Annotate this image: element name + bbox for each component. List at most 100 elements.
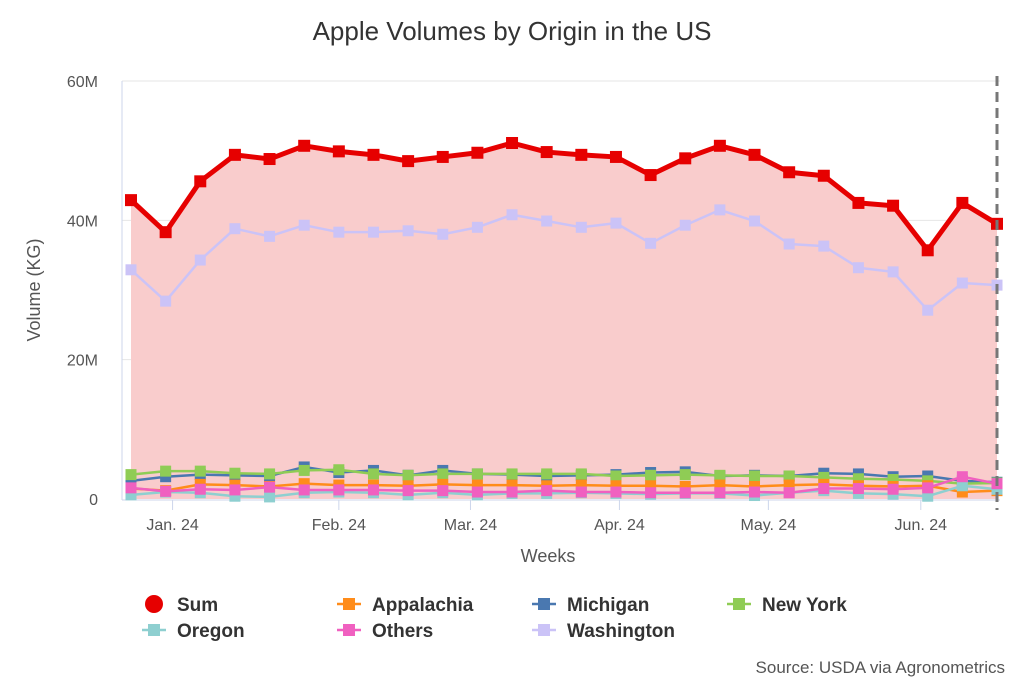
data-point (229, 490, 241, 502)
data-point (125, 194, 137, 207)
data-point (437, 468, 449, 480)
data-point (298, 219, 310, 231)
data-point (298, 139, 311, 152)
data-point (367, 226, 379, 238)
data-point (333, 484, 345, 496)
sum-area (131, 143, 997, 499)
data-point (367, 148, 380, 161)
data-point (783, 238, 795, 250)
chart-title: Apple Volumes by Origin in the US (313, 16, 712, 46)
data-point (714, 204, 726, 216)
series-line (130, 484, 998, 499)
data-point (228, 148, 241, 161)
series-line (130, 468, 998, 485)
data-point (506, 468, 518, 480)
data-point (436, 150, 449, 163)
data-point (679, 219, 691, 231)
data-point (575, 221, 587, 233)
legend-item-new-york[interactable]: New York (727, 595, 847, 616)
data-point (125, 489, 137, 501)
data-point (956, 471, 968, 483)
data-point (817, 169, 830, 182)
data-point (471, 468, 483, 480)
legend-label: Appalachia (372, 595, 474, 616)
x-tick-label: May. 24 (741, 517, 797, 534)
x-tick-label: Feb. 24 (312, 517, 366, 534)
data-point (229, 484, 241, 496)
data-point (264, 468, 276, 480)
data-point (679, 480, 691, 492)
legend-item-others[interactable]: Others (337, 621, 433, 642)
data-point (852, 473, 864, 485)
data-point (264, 481, 276, 493)
data-point (714, 487, 726, 499)
data-point (575, 486, 587, 498)
legend-marker-icon (145, 595, 163, 613)
data-point (298, 464, 310, 476)
data-point (506, 479, 518, 491)
data-point (298, 478, 310, 490)
data-point (125, 482, 137, 494)
source-note: Source: USDA via Agronometrics (756, 658, 1005, 677)
data-point (541, 485, 553, 497)
x-axis-label: Weeks (521, 546, 576, 566)
data-point (194, 483, 206, 495)
data-point (645, 237, 657, 249)
data-point (437, 228, 449, 240)
x-tick-label: Apr. 24 (594, 517, 645, 534)
data-point (264, 230, 276, 242)
y-tick-label: 20M (67, 353, 98, 370)
data-point (679, 152, 692, 165)
data-point (852, 196, 865, 209)
data-point (887, 266, 899, 278)
data-point (194, 465, 206, 477)
data-point (783, 479, 795, 491)
legend-item-sum[interactable]: Sum (145, 595, 218, 616)
data-point (714, 479, 726, 491)
data-point (610, 486, 622, 498)
data-point (783, 470, 795, 482)
data-point (333, 226, 345, 238)
data-point (749, 480, 761, 492)
data-point (609, 150, 622, 163)
series-others (125, 471, 1003, 499)
legend-item-michigan[interactable]: Michigan (532, 595, 649, 616)
data-point (506, 486, 518, 498)
series-washington (125, 204, 1003, 316)
legend-marker-icon (733, 598, 745, 610)
data-point (645, 469, 657, 481)
legend-item-oregon[interactable]: Oregon (142, 621, 245, 642)
data-point (471, 146, 484, 159)
data-point (125, 264, 137, 276)
data-point (402, 469, 414, 481)
data-point (160, 485, 172, 497)
data-point (367, 468, 379, 480)
data-point (852, 262, 864, 274)
legend-item-appalachia[interactable]: Appalachia (337, 595, 474, 616)
data-point (575, 468, 587, 480)
data-point (956, 486, 968, 498)
data-point (852, 483, 864, 495)
x-tick-label: Jan. 24 (146, 517, 199, 534)
data-point (125, 469, 137, 481)
legend-item-washington[interactable]: Washington (532, 621, 675, 642)
data-point (818, 240, 830, 252)
data-point (887, 483, 899, 495)
legend-label: Sum (177, 595, 218, 616)
x-tick-label: Jun. 24 (895, 517, 948, 534)
data-point (229, 467, 241, 479)
data-point (402, 155, 415, 168)
data-point (332, 145, 345, 158)
data-point (229, 223, 241, 235)
data-point (783, 487, 795, 499)
data-point (887, 473, 899, 485)
data-point (160, 295, 172, 307)
y-tick-label: 60M (67, 74, 98, 91)
data-point (471, 486, 483, 498)
data-point (263, 153, 276, 166)
data-point (956, 480, 968, 492)
data-point (506, 209, 518, 221)
series-line (130, 482, 998, 494)
data-point (471, 221, 483, 233)
